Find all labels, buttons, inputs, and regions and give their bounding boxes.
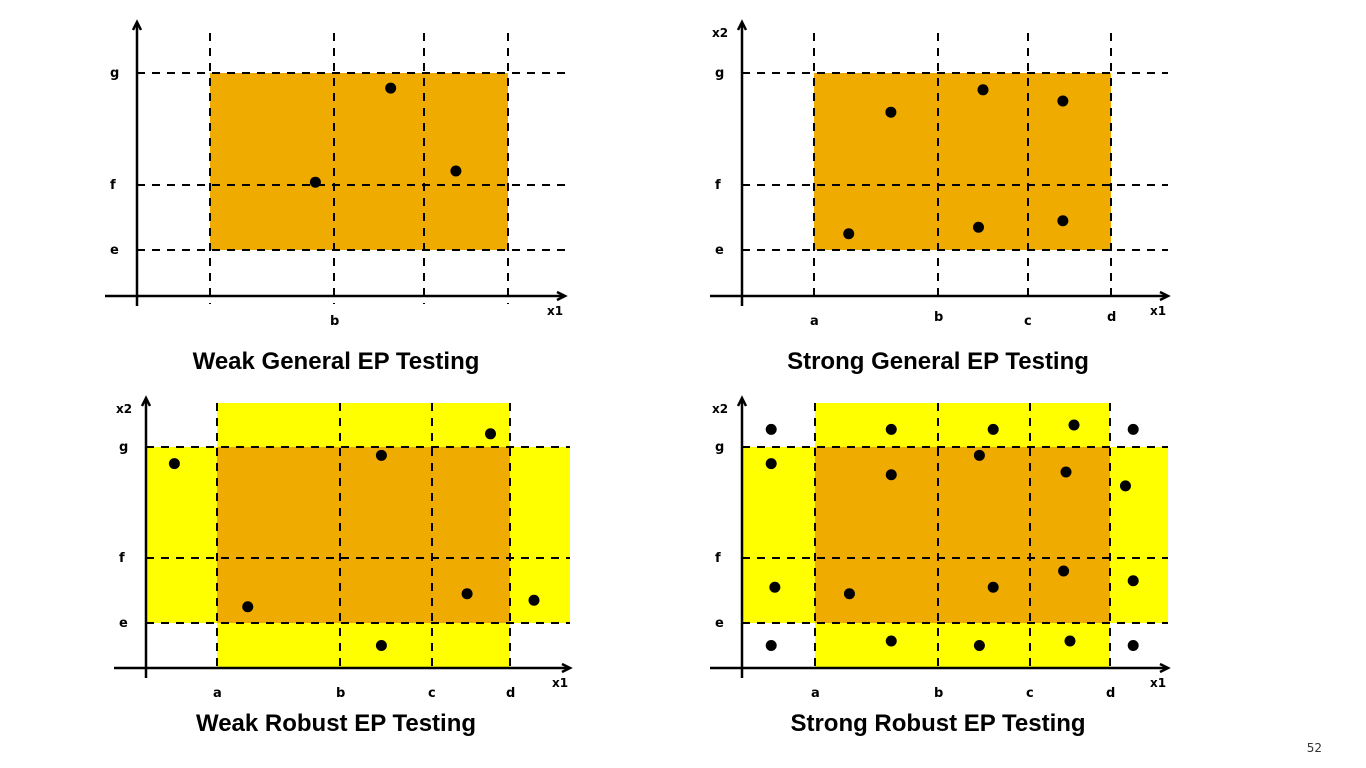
y-tick-f: f bbox=[715, 178, 721, 193]
caption-weak-general: Weak General EP Testing bbox=[192, 348, 480, 375]
test-point bbox=[973, 640, 985, 651]
test-point bbox=[765, 640, 777, 651]
caption-strong-robust: Strong Robust EP Testing bbox=[790, 710, 1086, 737]
test-point bbox=[1127, 640, 1139, 651]
y-axis-arrow bbox=[140, 395, 152, 407]
test-point bbox=[242, 601, 254, 613]
x-tick-b: b bbox=[934, 686, 943, 701]
test-point bbox=[450, 165, 462, 177]
y-axis-label: x2 bbox=[712, 26, 728, 40]
test-point bbox=[1060, 466, 1072, 478]
x-axis-arrow bbox=[1159, 290, 1171, 302]
test-point bbox=[485, 428, 496, 440]
test-point bbox=[1058, 565, 1070, 577]
y-tick-g: g bbox=[715, 440, 724, 455]
x-tick-c: c bbox=[1026, 686, 1034, 701]
x-tick-b: b bbox=[934, 310, 943, 325]
y-tick-g: g bbox=[110, 66, 119, 81]
x-axis-label: x1 bbox=[1150, 304, 1166, 318]
x-tick-a: a bbox=[811, 686, 820, 701]
test-point bbox=[168, 458, 180, 470]
test-point bbox=[375, 449, 387, 461]
panel-strong-general: x1 x2 a b c d g f e bbox=[710, 19, 1171, 329]
x-axis-label: x1 bbox=[547, 304, 563, 318]
test-point bbox=[885, 106, 897, 118]
test-point bbox=[885, 423, 897, 435]
y-axis-label: x2 bbox=[116, 402, 132, 416]
y-axis-arrow bbox=[131, 19, 143, 31]
x-tick-b: b bbox=[336, 686, 345, 701]
test-point bbox=[461, 588, 473, 600]
caption-weak-robust: Weak Robust EP Testing bbox=[195, 710, 477, 737]
y-tick-g: g bbox=[119, 440, 128, 455]
test-point bbox=[385, 82, 397, 94]
test-point bbox=[528, 594, 540, 606]
test-point bbox=[1064, 635, 1076, 647]
test-point bbox=[1057, 215, 1069, 227]
y-tick-f: f bbox=[110, 178, 116, 193]
test-point bbox=[1127, 423, 1139, 435]
x-axis-arrow bbox=[561, 662, 573, 674]
test-point bbox=[977, 84, 989, 96]
y-axis-label: x2 bbox=[712, 402, 728, 416]
test-point bbox=[765, 423, 777, 435]
test-point bbox=[765, 458, 777, 470]
test-point bbox=[973, 221, 984, 233]
caption-strong-general: Strong General EP Testing bbox=[787, 348, 1089, 375]
test-point bbox=[885, 635, 897, 647]
test-point bbox=[973, 449, 985, 461]
x-tick-d: d bbox=[1107, 310, 1116, 325]
valid-domain-region bbox=[210, 73, 508, 250]
y-axis-arrow bbox=[736, 19, 748, 31]
test-point bbox=[769, 581, 781, 593]
test-point bbox=[1127, 575, 1139, 587]
x-axis-label: x1 bbox=[552, 676, 568, 690]
test-point bbox=[1057, 95, 1069, 107]
x-tick-d: d bbox=[1106, 686, 1115, 701]
test-point bbox=[843, 228, 855, 240]
x-tick-a: a bbox=[810, 314, 819, 329]
x-tick-c: c bbox=[428, 686, 436, 701]
test-point bbox=[375, 640, 387, 651]
test-point bbox=[843, 588, 855, 600]
y-axis-arrow bbox=[736, 395, 748, 407]
panel-weak-robust: x1 x2 a b c d g f e bbox=[114, 395, 573, 701]
x-tick-d: d bbox=[506, 686, 515, 701]
panel-weak-general: x1 b g f e bbox=[105, 19, 568, 329]
valid-domain-region bbox=[217, 447, 510, 623]
y-tick-g: g bbox=[715, 66, 724, 81]
test-point bbox=[987, 581, 999, 593]
test-point bbox=[309, 176, 321, 188]
y-tick-e: e bbox=[119, 616, 128, 631]
valid-domain-region bbox=[815, 447, 1110, 623]
y-tick-e: e bbox=[110, 243, 119, 258]
x-tick-a: a bbox=[213, 686, 222, 701]
x-axis-arrow bbox=[1159, 662, 1171, 674]
page-number: 52 bbox=[1306, 741, 1322, 755]
x-tick-c: c bbox=[1024, 314, 1032, 329]
x-axis-label: x1 bbox=[1150, 676, 1166, 690]
test-point bbox=[1119, 480, 1131, 492]
x-axis-arrow bbox=[556, 290, 568, 302]
x-tick-b: b bbox=[330, 314, 339, 329]
test-point bbox=[987, 423, 999, 435]
panel-strong-robust: x1 x2 a b c d g f e bbox=[710, 395, 1171, 701]
test-point bbox=[1068, 419, 1080, 431]
y-tick-f: f bbox=[119, 551, 125, 566]
y-tick-e: e bbox=[715, 243, 724, 258]
y-tick-f: f bbox=[715, 551, 721, 566]
test-point bbox=[885, 469, 897, 481]
y-tick-e: e bbox=[715, 616, 724, 631]
